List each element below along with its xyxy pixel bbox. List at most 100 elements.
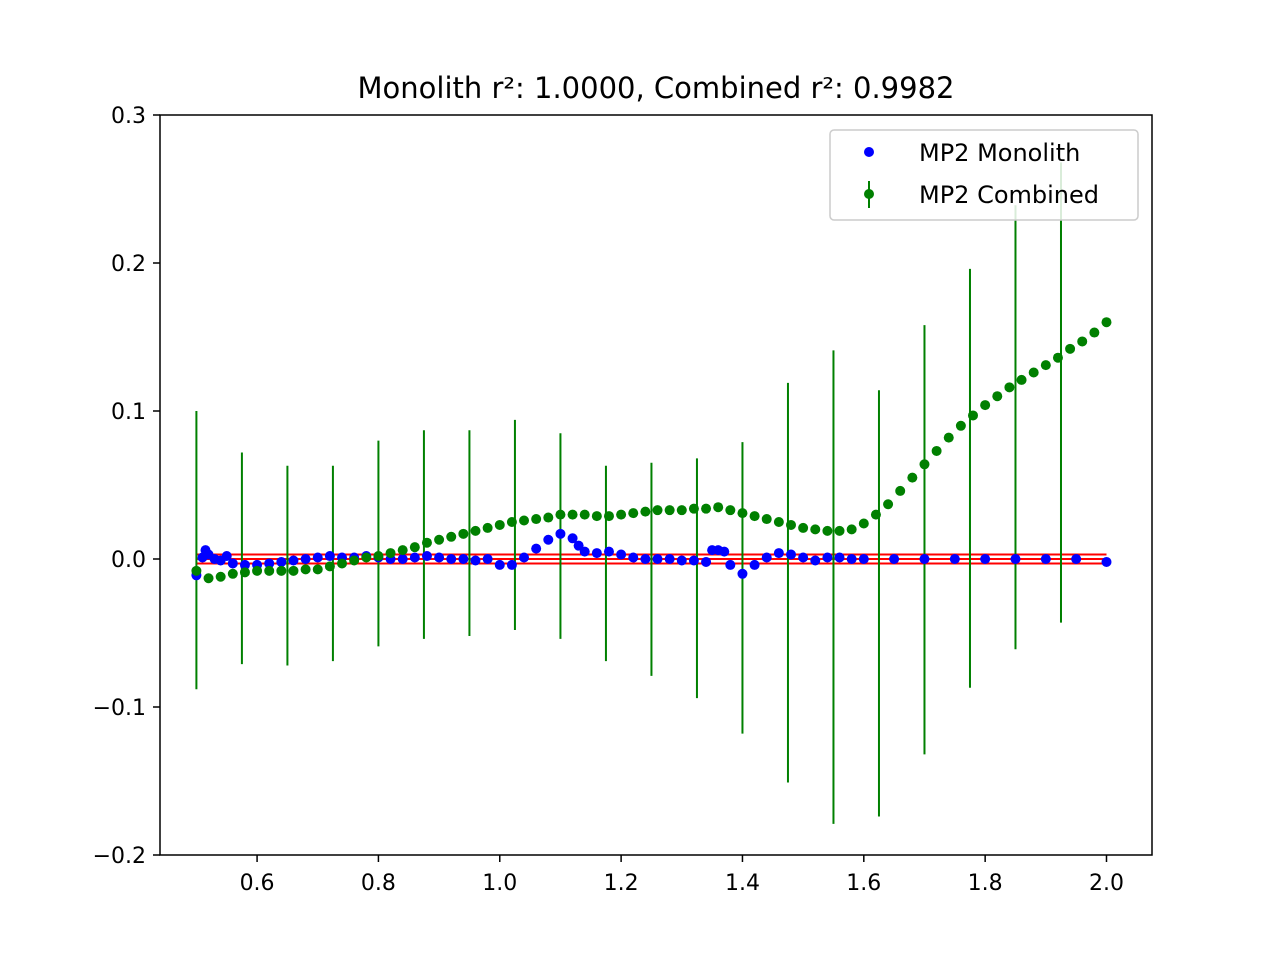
x-tick-label: 0.8 xyxy=(361,871,396,896)
monolith-point xyxy=(421,551,432,562)
combined-point xyxy=(215,571,226,582)
combined-point xyxy=(1004,382,1015,393)
x-tick-label: 1.0 xyxy=(482,871,517,896)
monolith-point xyxy=(719,546,730,557)
monolith-point xyxy=(531,543,542,554)
combined-point xyxy=(519,515,530,526)
monolith-point xyxy=(919,554,930,564)
monolith-point xyxy=(980,554,991,564)
combined-point xyxy=(616,509,627,520)
x-tick-label: 0.6 xyxy=(240,871,275,896)
combined-point xyxy=(276,565,287,576)
combined-point xyxy=(664,505,675,516)
monolith-point xyxy=(519,552,530,563)
monolith-point xyxy=(397,554,408,564)
combined-point xyxy=(567,509,578,520)
combined-point xyxy=(1052,352,1063,363)
monolith-point xyxy=(1101,556,1112,567)
combined-point xyxy=(955,420,966,431)
combined-point xyxy=(361,552,372,563)
combined-point xyxy=(349,555,360,566)
combined-point xyxy=(980,400,991,411)
y-tick-label: 0.0 xyxy=(111,548,146,573)
combined-point xyxy=(591,511,602,522)
combined-point xyxy=(688,503,699,514)
combined-point xyxy=(652,505,663,516)
monolith-point xyxy=(798,552,809,563)
x-tick-label: 1.2 xyxy=(604,871,639,896)
monolith-point xyxy=(676,555,687,566)
combined-point xyxy=(252,565,263,576)
legend-label-combined: MP2 Combined xyxy=(919,181,1099,209)
y-tick-label: 0.2 xyxy=(111,252,146,277)
monolith-point xyxy=(749,559,760,570)
monolith-point xyxy=(591,548,602,559)
combined-point xyxy=(288,565,299,576)
monolith-point xyxy=(264,558,275,569)
monolith-point xyxy=(628,552,639,563)
combined-point xyxy=(337,558,348,569)
combined-point xyxy=(531,514,542,525)
y-tick-label: 0.1 xyxy=(111,400,146,425)
monolith-point xyxy=(725,559,736,570)
monolith-point xyxy=(288,555,299,566)
monolith-point xyxy=(470,555,481,566)
combined-point xyxy=(494,519,505,530)
combined-point xyxy=(907,472,918,483)
monolith-point xyxy=(1010,554,1021,564)
y-tick-label: 0.3 xyxy=(111,104,146,129)
monolith-point xyxy=(810,555,821,566)
legend-marker-monolith xyxy=(864,147,874,157)
combined-point xyxy=(506,517,517,527)
monolith-point xyxy=(652,554,663,564)
monolith-point xyxy=(221,551,232,562)
monolith-point xyxy=(482,554,493,564)
combined-point xyxy=(749,511,760,522)
monolith-point xyxy=(434,552,445,563)
monolith-point xyxy=(889,554,900,564)
monolith-point xyxy=(300,554,311,564)
combined-point xyxy=(858,518,869,529)
monolith-point xyxy=(1040,554,1051,564)
monolith-point xyxy=(688,555,699,566)
x-tick-label: 1.8 xyxy=(968,871,1003,896)
combined-point xyxy=(919,459,930,470)
combined-point xyxy=(458,528,469,539)
monolith-point xyxy=(761,552,772,563)
monolith-point xyxy=(312,552,323,563)
monolith-point xyxy=(773,548,784,559)
combined-point xyxy=(761,514,772,525)
combined-point xyxy=(725,505,736,516)
combined-point xyxy=(1089,327,1100,338)
monolith-point xyxy=(785,549,796,560)
combined-point xyxy=(846,524,857,535)
monolith-point xyxy=(458,554,469,564)
combined-point xyxy=(737,508,748,519)
axes-frame xyxy=(159,114,1153,856)
combined-point xyxy=(1065,343,1076,354)
combined-point xyxy=(603,511,614,522)
combined-point xyxy=(1077,336,1088,347)
combined-point xyxy=(543,512,554,523)
monolith-point xyxy=(858,554,869,564)
combined-point xyxy=(397,545,408,556)
combined-point xyxy=(409,542,420,553)
monolith-point xyxy=(506,559,517,570)
combined-point xyxy=(579,509,590,520)
combined-point xyxy=(470,525,481,536)
combined-point xyxy=(264,565,275,576)
combined-point xyxy=(701,503,712,514)
combined-point xyxy=(785,519,796,530)
combined-point xyxy=(1040,360,1051,371)
x-tick-label: 2.0 xyxy=(1089,871,1124,896)
combined-point xyxy=(713,502,724,513)
combined-point xyxy=(191,565,202,576)
monolith-point xyxy=(227,558,238,569)
monolith-point xyxy=(834,552,845,563)
legend: MP2 Monolith MP2 Combined xyxy=(829,129,1139,221)
monolith-point xyxy=(640,554,651,564)
monolith-point xyxy=(324,551,335,562)
combined-point xyxy=(992,391,1003,402)
monolith-point xyxy=(603,546,614,557)
